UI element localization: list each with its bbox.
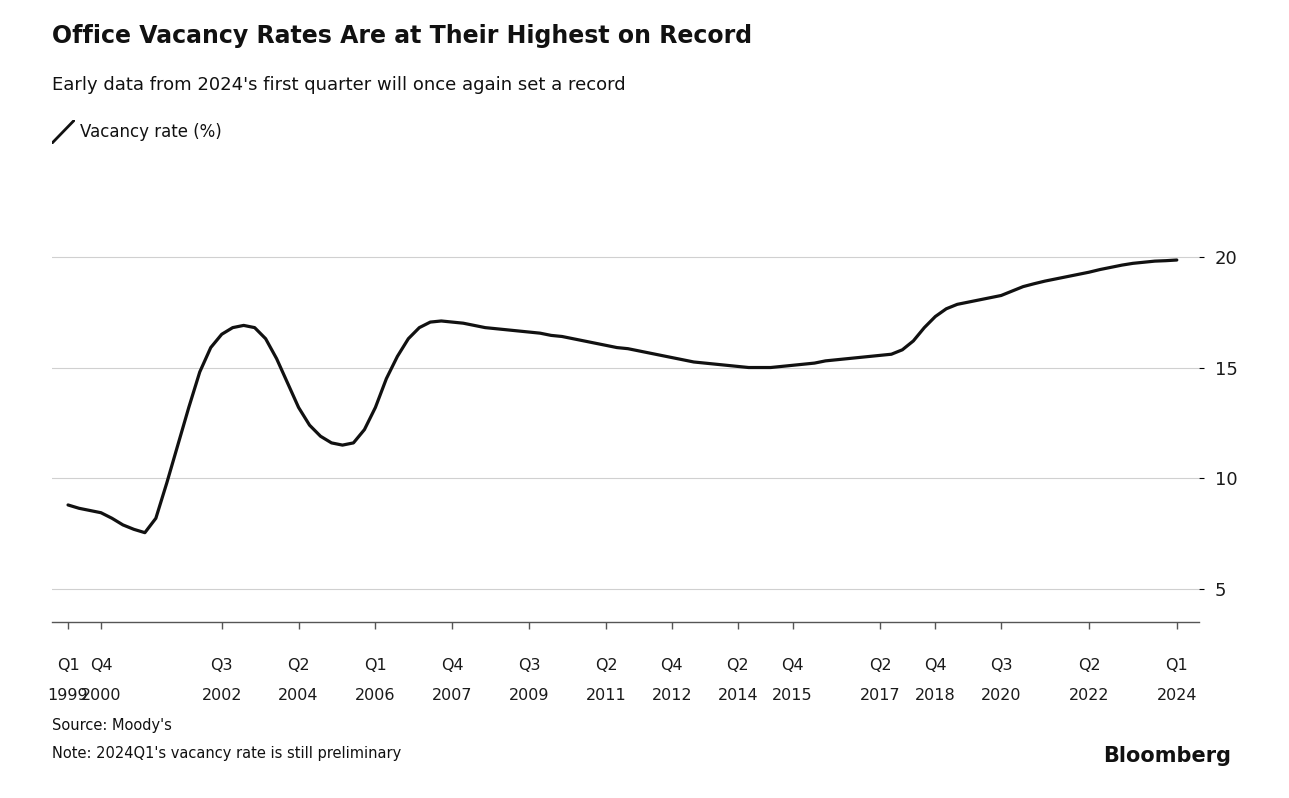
- Text: 2015: 2015: [772, 688, 813, 703]
- Text: 1999: 1999: [48, 688, 89, 703]
- Text: 2024: 2024: [1156, 688, 1197, 703]
- Text: 2011: 2011: [585, 688, 626, 703]
- Text: Q2: Q2: [594, 658, 617, 674]
- Text: Early data from 2024's first quarter will once again set a record: Early data from 2024's first quarter wil…: [52, 76, 625, 94]
- Text: 2022: 2022: [1069, 688, 1110, 703]
- Text: Q4: Q4: [924, 658, 946, 674]
- Text: 2004: 2004: [278, 688, 318, 703]
- Text: 2018: 2018: [915, 688, 955, 703]
- Text: 2017: 2017: [860, 688, 901, 703]
- Text: Q3: Q3: [990, 658, 1012, 674]
- Text: Q4: Q4: [781, 658, 804, 674]
- Text: Q3: Q3: [210, 658, 233, 674]
- Text: Q1: Q1: [1165, 658, 1188, 674]
- Text: Q1: Q1: [57, 658, 80, 674]
- Text: 2000: 2000: [81, 688, 121, 703]
- Text: Q1: Q1: [363, 658, 387, 674]
- Text: Q4: Q4: [660, 658, 683, 674]
- Text: Q2: Q2: [1078, 658, 1101, 674]
- Text: Bloomberg: Bloomberg: [1103, 746, 1231, 766]
- Text: Q4: Q4: [90, 658, 112, 674]
- Text: 2007: 2007: [432, 688, 473, 703]
- Text: 2002: 2002: [201, 688, 242, 703]
- Text: Q4: Q4: [441, 658, 464, 674]
- Text: 2012: 2012: [651, 688, 692, 703]
- Text: Q2: Q2: [869, 658, 892, 674]
- Text: 2020: 2020: [981, 688, 1021, 703]
- Text: Vacancy rate (%): Vacancy rate (%): [80, 123, 222, 140]
- Text: Q2: Q2: [727, 658, 749, 674]
- Text: Q2: Q2: [287, 658, 309, 674]
- Text: 2009: 2009: [509, 688, 549, 703]
- Text: Office Vacancy Rates Are at Their Highest on Record: Office Vacancy Rates Are at Their Highes…: [52, 24, 751, 48]
- Text: Q3: Q3: [518, 658, 540, 674]
- Text: 2006: 2006: [356, 688, 396, 703]
- Text: 2014: 2014: [718, 688, 758, 703]
- Text: Source: Moody's: Source: Moody's: [52, 718, 171, 733]
- Text: Note: 2024Q1's vacancy rate is still preliminary: Note: 2024Q1's vacancy rate is still pre…: [52, 746, 401, 761]
